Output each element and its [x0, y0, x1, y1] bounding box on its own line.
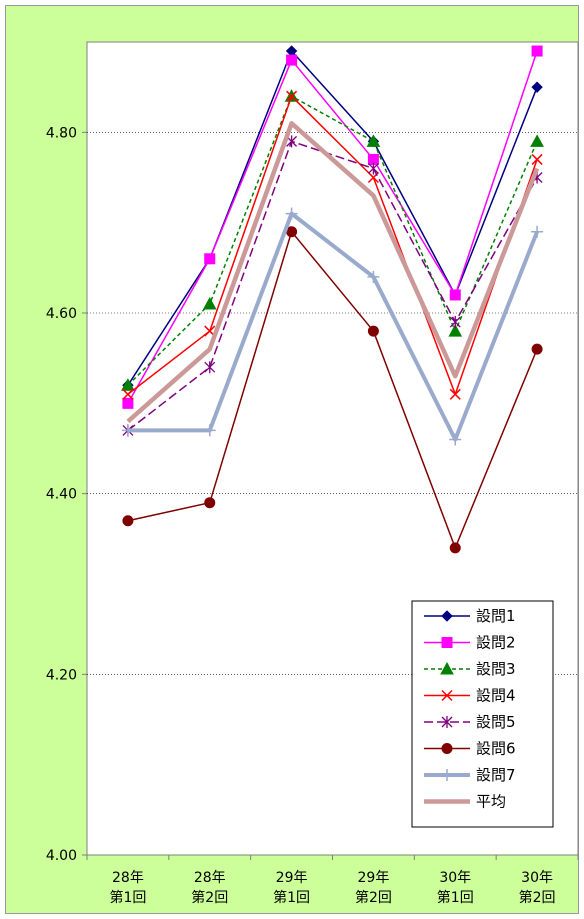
data-point	[204, 497, 216, 509]
data-point	[367, 270, 380, 283]
legend: 設問1 設問2 設問3 設問4 設問5 設問6 設問7 平均	[411, 600, 554, 828]
y-tick-label: 4.60	[46, 306, 77, 322]
data-point	[121, 424, 134, 437]
data-point	[441, 769, 453, 781]
x-tick-label: 28年	[194, 870, 226, 886]
data-point	[367, 162, 379, 175]
data-point	[204, 253, 216, 265]
y-tick-label: 4.00	[46, 848, 77, 864]
data-point	[202, 296, 217, 310]
data-point	[531, 153, 543, 165]
series-layer	[121, 45, 544, 554]
series-6	[122, 226, 543, 554]
series-line	[127, 50, 538, 386]
series-line	[127, 95, 538, 396]
data-point	[367, 325, 379, 337]
legend-item: 設問7	[424, 766, 516, 784]
data-point	[441, 637, 453, 648]
x-tick-label: 30年	[521, 870, 553, 886]
data-point	[448, 324, 463, 337]
data-point	[440, 661, 454, 675]
legend-label: 設問7	[476, 766, 516, 784]
series-line	[127, 140, 538, 432]
data-point	[449, 289, 461, 301]
x-tick-label: 第2回	[191, 889, 228, 906]
data-point	[441, 689, 453, 702]
data-point	[449, 542, 461, 554]
y-tick-label: 4.40	[46, 487, 77, 503]
gridlines	[87, 132, 578, 675]
series-line	[126, 121, 540, 424]
x-tick-label: 第1回	[273, 889, 310, 906]
legend-label: 平均	[476, 793, 506, 811]
chart-area: 4.00 4.20 4.40 4.60 4.80 28年第1回 28年第2回 29年第1回 29…	[5, 5, 579, 914]
x-tick-label: 第2回	[355, 889, 392, 906]
legend-item: 設問6	[424, 740, 516, 758]
legend-item: 設問2	[424, 634, 516, 652]
data-point	[122, 397, 134, 409]
legend-label: 設問3	[476, 660, 516, 678]
legend-item: 設問5	[424, 713, 516, 731]
x-tick-label: 29年	[276, 870, 308, 886]
data-point	[203, 424, 216, 437]
legend-item: 平均	[424, 793, 506, 811]
data-point	[530, 134, 544, 147]
data-point	[366, 134, 381, 147]
data-point	[449, 388, 461, 400]
series-7	[121, 207, 544, 446]
data-point	[122, 515, 134, 527]
x-tick-label: 第1回	[109, 889, 146, 906]
x-tick-label: 29年	[358, 870, 390, 886]
data-point	[441, 610, 453, 622]
data-point	[204, 361, 216, 374]
data-point	[441, 743, 453, 754]
y-tick-label: 4.20	[46, 667, 77, 683]
data-point	[449, 433, 462, 446]
legend-item: 設問3	[424, 660, 516, 678]
data-point	[286, 90, 298, 102]
y-tick-label: 4.80	[46, 125, 77, 141]
data-point	[449, 316, 461, 329]
x-tick-label: 第2回	[519, 889, 556, 906]
x-tick-label: 第1回	[437, 889, 474, 906]
data-point	[441, 716, 453, 728]
data-point	[531, 225, 544, 238]
legend-label: 設問4	[476, 687, 516, 705]
series-line	[127, 230, 538, 549]
data-point	[122, 388, 134, 400]
series-2	[122, 45, 543, 409]
legend-label: 設問6	[476, 740, 516, 758]
legend-label: 設問2	[476, 634, 516, 652]
legend-label: 設問5	[476, 713, 516, 731]
data-point	[286, 54, 298, 66]
data-point	[285, 207, 298, 220]
series-line	[127, 50, 538, 404]
series-line	[127, 211, 539, 442]
x-tick-label: 28年	[112, 870, 144, 886]
series-8	[126, 121, 540, 424]
legend-label: 設問1	[476, 607, 516, 625]
data-point	[121, 378, 135, 391]
x-tick-label: 30年	[439, 870, 471, 886]
legend-item: 設問4	[424, 687, 516, 705]
data-point	[531, 45, 543, 57]
legend-box	[411, 600, 554, 828]
data-point	[531, 81, 543, 93]
legend-item: 設問1	[424, 607, 516, 625]
data-point	[531, 343, 543, 355]
